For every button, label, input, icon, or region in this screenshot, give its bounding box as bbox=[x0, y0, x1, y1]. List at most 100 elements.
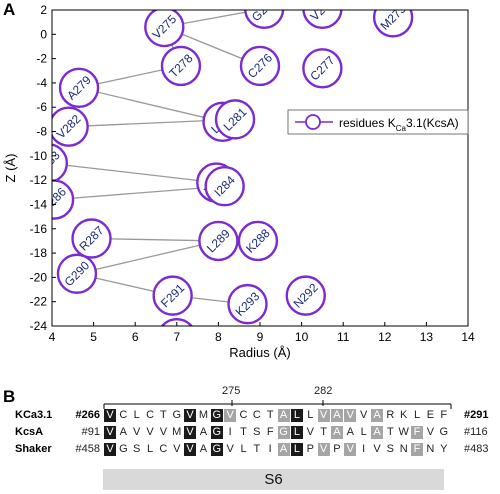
residue-cell: S bbox=[386, 443, 395, 455]
y-tick-label: 2 bbox=[40, 3, 47, 17]
residue-marker-I284: I284 bbox=[204, 166, 245, 207]
residue-marker-G274: G274 bbox=[244, 10, 285, 29]
residue-cell: P bbox=[333, 443, 341, 455]
residue-cell: S bbox=[253, 426, 261, 438]
residue-marker-L281: L281 bbox=[214, 99, 256, 140]
x-tick-label: 11 bbox=[337, 330, 350, 344]
alignment-row-kca3-1: KCa3.1 #266 V C L C T G V M G V C C T A L L V A V V A R K L E F #291 bbox=[0, 408, 500, 423]
residue-cell: M bbox=[198, 409, 209, 421]
residue-circle bbox=[239, 45, 281, 87]
sequence-alignment: 275 282 KCa3.1 #266 V C L C T G V M G V C C T A L L V A V V A R… bbox=[0, 384, 500, 494]
residue-circle bbox=[52, 106, 89, 147]
residue-circle bbox=[58, 67, 100, 108]
residue-circle bbox=[227, 283, 268, 325]
residue-cell: G bbox=[172, 409, 182, 421]
y-tick-label: -8 bbox=[36, 125, 47, 139]
residue-cell: G bbox=[210, 409, 223, 422]
residue-cell: L bbox=[413, 409, 421, 421]
residue-circle bbox=[214, 99, 256, 140]
residue-cell: F bbox=[440, 409, 448, 421]
residue-marker-L289: L289 bbox=[198, 220, 239, 262]
y-axis-ticks: 2 0 -2 -4 -6 -8 -10 -12 -14 -16 -18 -20 -22 -24 bbox=[30, 3, 56, 333]
residue-cell: C bbox=[119, 409, 128, 421]
residue-cell: V bbox=[133, 426, 141, 438]
residue-cell: T bbox=[266, 409, 274, 421]
residue-cell: V bbox=[373, 443, 381, 455]
x-axis-ticks: 4 5 6 7 8 9 10 11 12 13 14 bbox=[49, 322, 475, 344]
y-tick-label: -6 bbox=[36, 100, 47, 114]
residue-label: A283 bbox=[33, 148, 63, 178]
alignment-row-shaker: Shaker #458 V G S L C V V A G V L T I A L P V P V I V S N F N Y #483 bbox=[0, 442, 500, 457]
residue-cell: V bbox=[146, 426, 154, 438]
residue-cell: V bbox=[359, 409, 368, 421]
connection-line-A279-L280 bbox=[78, 87, 223, 123]
residue-circle bbox=[237, 220, 279, 262]
x-tick-label: 13 bbox=[420, 330, 434, 344]
residue-marker-A279: A279 bbox=[58, 67, 100, 108]
y-axis-label: Z (Å) bbox=[3, 154, 18, 183]
residue-marker-V272: V272 bbox=[302, 10, 343, 29]
y-tick-label: -10 bbox=[30, 149, 48, 163]
residue-cell: I bbox=[362, 443, 366, 455]
residue-cell: A bbox=[330, 426, 343, 439]
residue-circle bbox=[144, 10, 185, 48]
residue-marker-K293: K293 bbox=[227, 283, 268, 325]
residue-cell: V bbox=[317, 409, 330, 422]
residue-cell: I bbox=[268, 443, 272, 455]
residue-cell: E bbox=[426, 409, 435, 421]
connection-line-G290-L289 bbox=[76, 240, 219, 275]
y-tick-label: -16 bbox=[30, 222, 48, 236]
y-tick-label: -22 bbox=[30, 295, 48, 309]
residue-marker-V282: V282 bbox=[52, 106, 89, 147]
residue-marker-A283: A283 bbox=[33, 143, 69, 183]
residue-cell: V bbox=[306, 426, 314, 438]
residue-cell: C bbox=[146, 409, 155, 421]
residue-cell: L bbox=[240, 443, 247, 455]
residue-cell: C bbox=[239, 409, 248, 421]
residue-cell: N bbox=[426, 443, 435, 455]
x-tick-label: 4 bbox=[49, 330, 56, 344]
y-tick-label: 0 bbox=[40, 27, 47, 41]
panel-a-letter: A bbox=[3, 0, 16, 19]
residue-marker-R287: R287 bbox=[71, 218, 112, 259]
row-end-number: #483 bbox=[464, 443, 489, 455]
residue-marker-F291: F291 bbox=[152, 275, 193, 316]
x-tick-label: 6 bbox=[132, 330, 139, 344]
residue-cell: V bbox=[426, 426, 435, 438]
residue-circle bbox=[204, 166, 245, 207]
residue-circle bbox=[71, 218, 112, 259]
y-tick-label: -12 bbox=[30, 173, 48, 187]
x-axis-label: Radius (Å) bbox=[229, 345, 290, 360]
residue-cell: V bbox=[173, 443, 181, 455]
row-end-number: #291 bbox=[464, 409, 489, 421]
residue-cell: R bbox=[386, 409, 395, 421]
residue-cell: T bbox=[320, 426, 327, 438]
residue-cell: V bbox=[104, 409, 116, 422]
legend: residues KCa3.1(KcsA) bbox=[287, 109, 469, 135]
residue-cell: C bbox=[159, 443, 168, 455]
residue-cell: V bbox=[159, 426, 168, 438]
row-end-number: #116 bbox=[464, 426, 488, 438]
legend-marker bbox=[305, 114, 321, 130]
y-tick-label: -18 bbox=[30, 246, 48, 260]
residue-cell: L bbox=[290, 443, 303, 456]
x-tick-label: 14 bbox=[461, 330, 475, 344]
y-tick-label: -20 bbox=[30, 270, 48, 284]
residue-cell: G bbox=[210, 426, 223, 439]
legend-label: residues KCa3.1(KcsA) bbox=[339, 116, 459, 133]
y-tick-label: -2 bbox=[36, 52, 47, 66]
panel-b-letter: B bbox=[3, 387, 16, 406]
residue-cell: T bbox=[240, 426, 247, 438]
residue-cell: V bbox=[184, 426, 197, 439]
residue-circle bbox=[56, 253, 98, 294]
position-label-275: 275 bbox=[222, 385, 241, 397]
residue-circle bbox=[52, 143, 69, 183]
residue-cell: V bbox=[344, 443, 357, 456]
residue-cell: F bbox=[266, 426, 274, 438]
residue-marker-C277: C277 bbox=[302, 48, 343, 89]
residue-cell: T bbox=[160, 409, 167, 421]
residue-cell: T bbox=[253, 443, 261, 455]
residue-cell: Y bbox=[440, 443, 448, 455]
residue-cell: T bbox=[386, 426, 394, 438]
residue-cell: V bbox=[104, 443, 116, 456]
